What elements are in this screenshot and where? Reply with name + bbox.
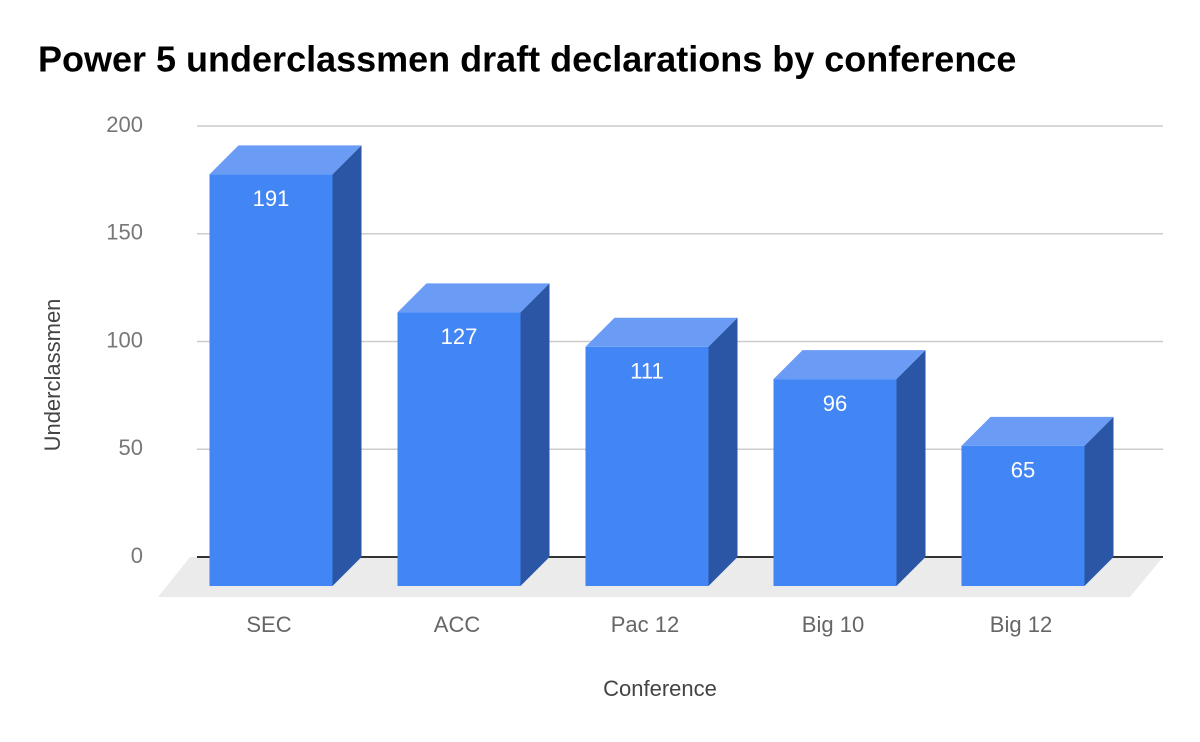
value-label: 191 <box>253 186 290 211</box>
grid: 0 50 100 150 200 <box>106 112 1163 568</box>
y-tick-label: 50 <box>119 435 143 460</box>
bar-3d: 127 <box>397 283 550 586</box>
bar-side <box>332 145 362 586</box>
bar <box>961 445 1085 586</box>
bar-top <box>961 416 1114 446</box>
bars: SEC 191 ACC 127 Pac 12 111 Big 10 96 Big 12 65 <box>209 145 1114 637</box>
bar-side <box>520 283 550 586</box>
value-label: 65 <box>1011 458 1035 483</box>
x-tick-label: ACC <box>434 612 481 637</box>
x-tick-label: Pac 12 <box>611 612 680 637</box>
bar-top <box>397 283 550 313</box>
bar-side <box>896 350 926 586</box>
chart-title: Power 5 underclassmen draft declarations… <box>38 39 1016 80</box>
y-tick-label: 0 <box>131 543 143 568</box>
y-tick-label: 200 <box>106 112 143 137</box>
bar-3d: 96 <box>773 350 926 586</box>
bar-top <box>773 350 926 380</box>
bar-side <box>708 317 738 586</box>
x-tick-label: SEC <box>246 612 291 637</box>
bar-3d: 65 <box>961 416 1114 586</box>
x-tick-label: Big 10 <box>802 612 864 637</box>
bar-3d: 111 <box>585 317 738 586</box>
x-axis-label: Conference <box>603 676 717 701</box>
bar <box>397 312 521 586</box>
bar-side <box>1084 416 1114 586</box>
bar <box>209 174 333 586</box>
bar-3d: 191 <box>209 145 362 586</box>
value-label: 96 <box>823 391 847 416</box>
bar-top <box>585 317 738 347</box>
y-axis-label: Underclassmen <box>40 299 65 452</box>
x-tick-label: Big 12 <box>990 612 1052 637</box>
y-tick-label: 100 <box>106 327 143 352</box>
value-label: 127 <box>441 324 478 349</box>
value-label: 111 <box>630 359 663 384</box>
bar <box>585 346 709 586</box>
y-tick-label: 150 <box>106 220 143 245</box>
bar-top <box>209 145 362 175</box>
bar <box>773 379 897 586</box>
